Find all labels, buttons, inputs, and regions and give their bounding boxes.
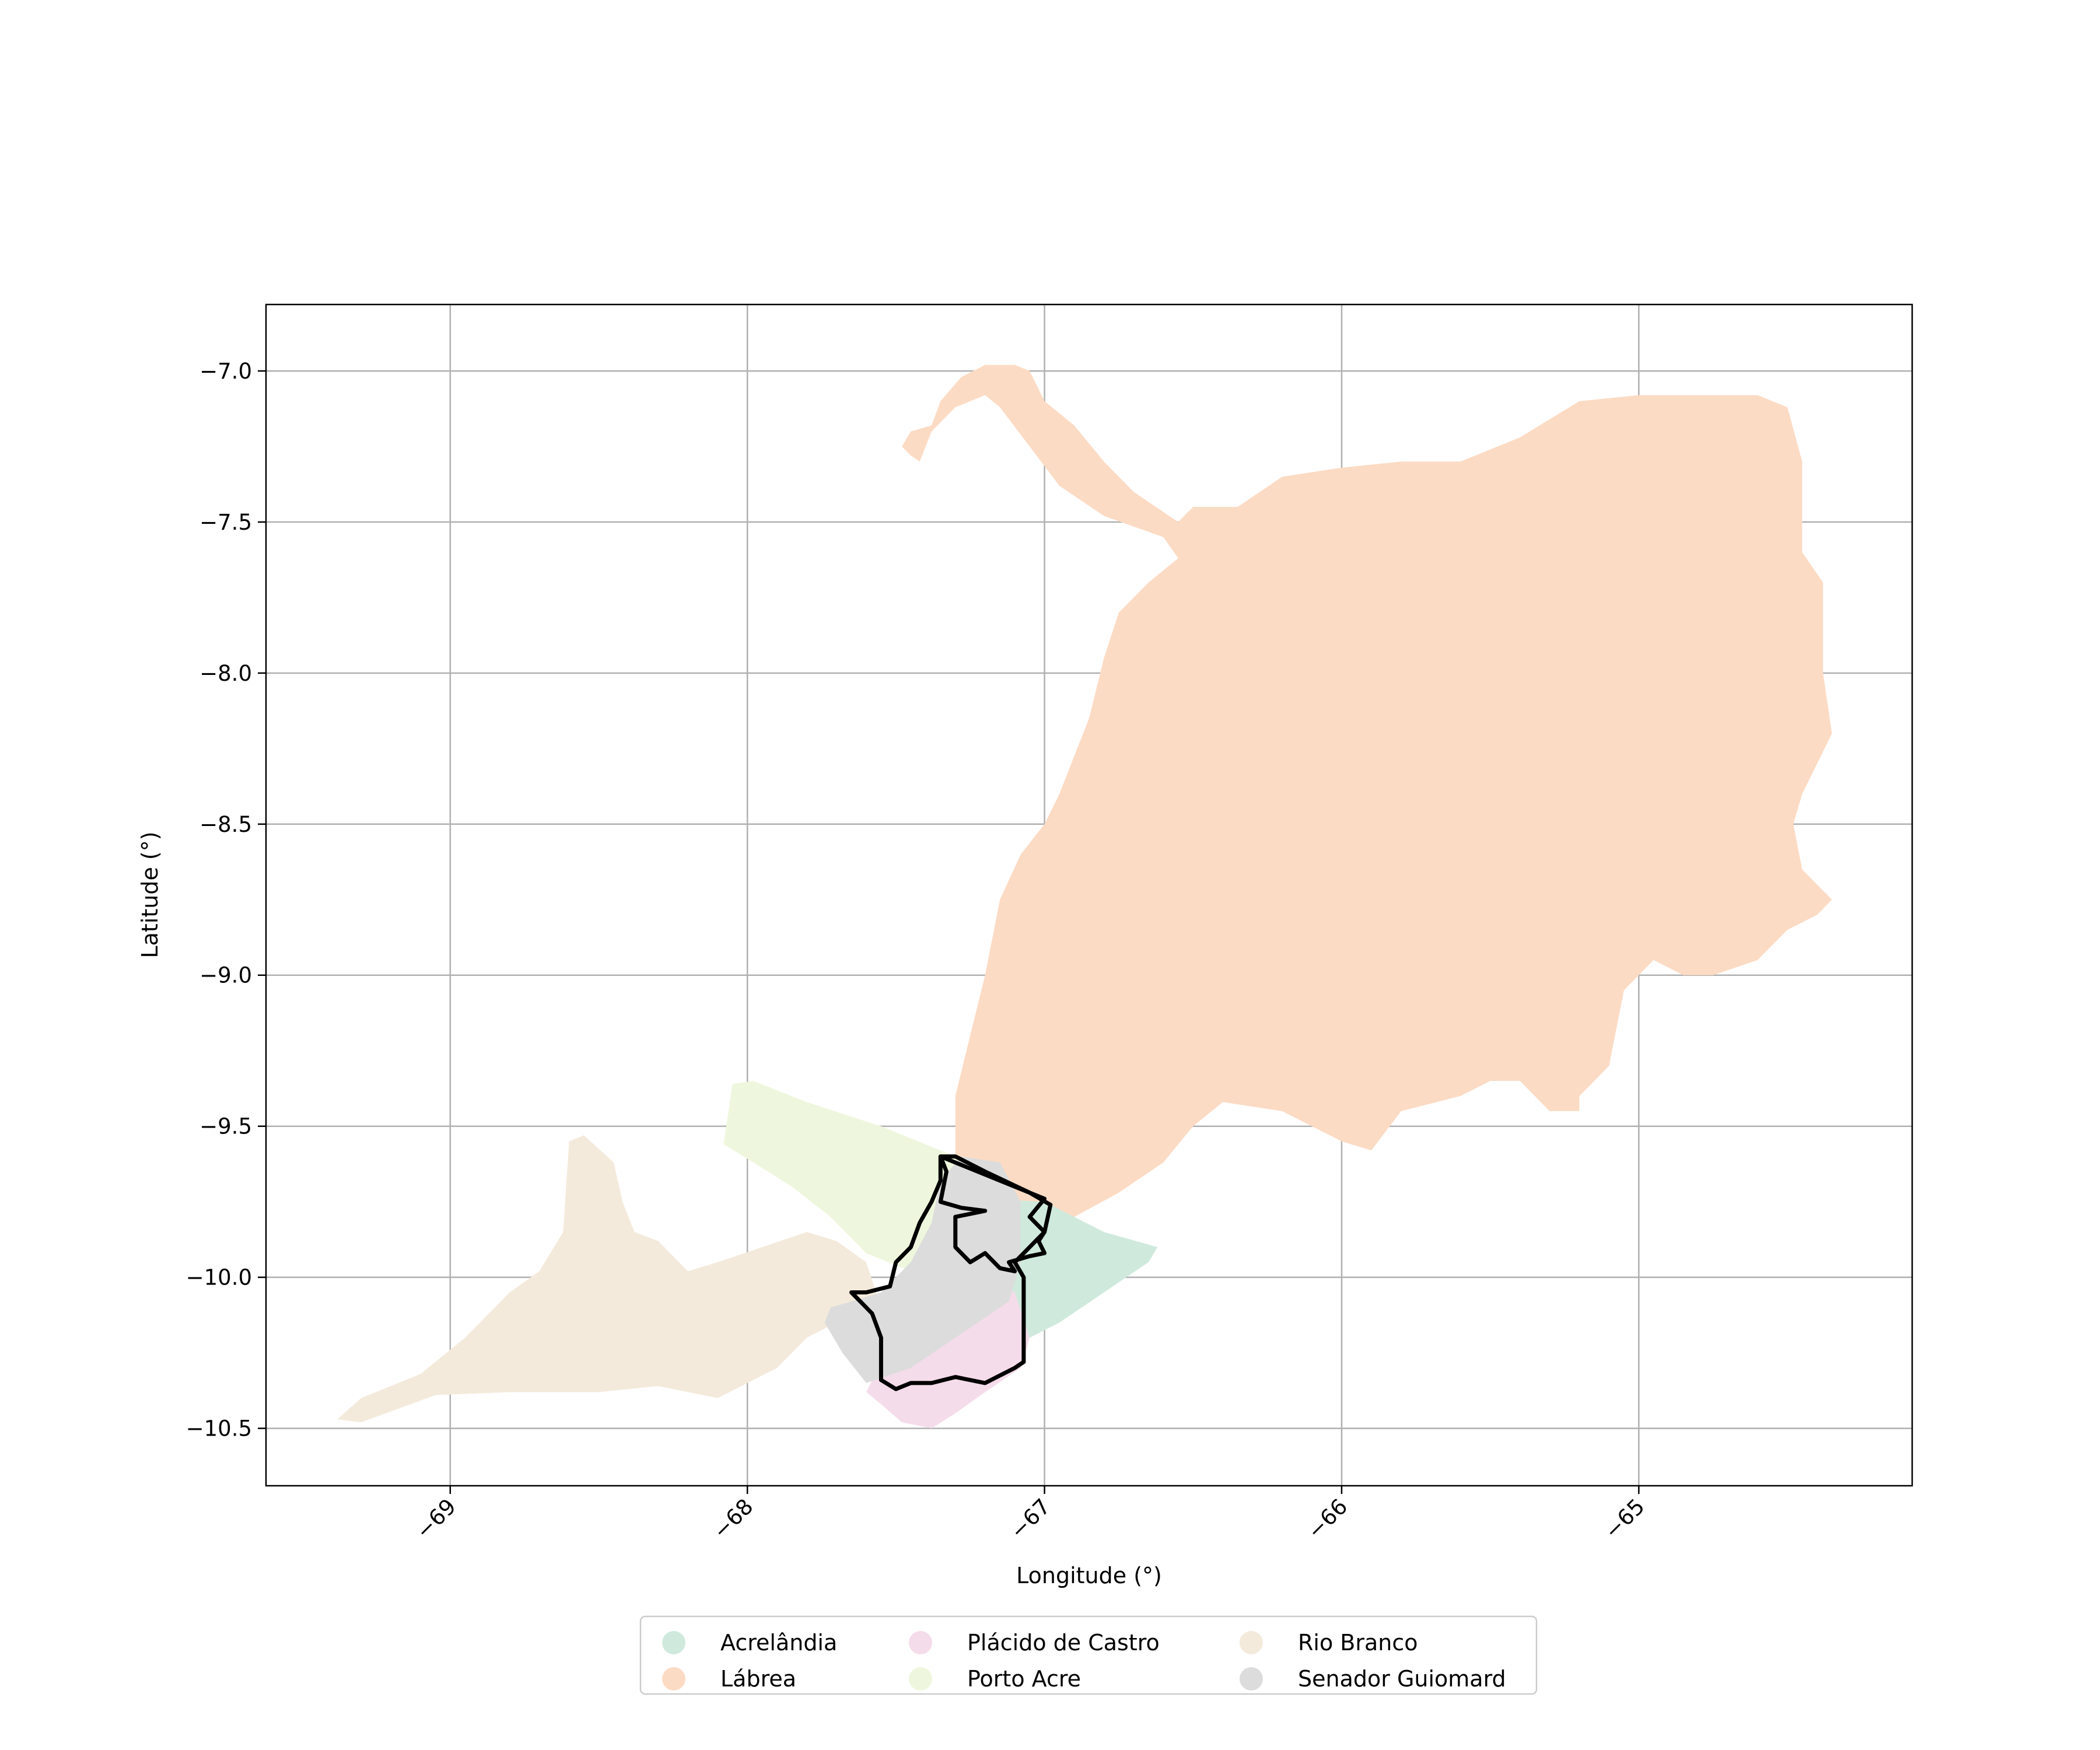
- legend-entry: Lábrea: [662, 1666, 796, 1692]
- legend-frame: [639, 1615, 1538, 1695]
- x-tick-label: −68: [708, 1494, 758, 1544]
- legend-label: Rio Branco: [1298, 1630, 1418, 1656]
- legend-marker: [909, 1667, 932, 1690]
- region-labrea: [902, 365, 1832, 1217]
- x-tick-label: −66: [1303, 1494, 1353, 1544]
- legend-label: Acrelândia: [720, 1630, 837, 1656]
- legend-items: Acrelândia Lábrea Plácido de Castro Porto A…: [662, 1630, 1506, 1692]
- plot-frame: [265, 303, 1913, 1487]
- legend-marker: [662, 1631, 685, 1654]
- legend-marker: [1240, 1667, 1263, 1690]
- legend-entry: Acrelândia: [662, 1630, 837, 1656]
- y-tick-label: −8.0: [200, 661, 252, 686]
- y-tick-label: −9.0: [200, 963, 252, 988]
- highlighted-region-outline: [849, 1154, 1053, 1391]
- legend-label: Lábrea: [720, 1666, 796, 1692]
- legend-label: Porto Acre: [967, 1666, 1081, 1692]
- y-tick-label: −9.5: [200, 1114, 252, 1139]
- x-tick-label: −69: [411, 1494, 461, 1544]
- legend-entry: Senador Guiomard: [1240, 1666, 1506, 1692]
- x-tick-label: −65: [1600, 1494, 1650, 1544]
- legend-label: Plácido de Castro: [967, 1630, 1160, 1656]
- legend-entry: Rio Branco: [1240, 1630, 1418, 1656]
- y-tick-label: −10.5: [186, 1416, 252, 1441]
- y-tick-label: −10.0: [186, 1265, 252, 1290]
- legend-marker: [909, 1631, 932, 1654]
- y-tick-label: −7.0: [200, 359, 252, 384]
- region-rio-branco: [337, 1135, 881, 1423]
- legend-label: Senador Guiomard: [1298, 1666, 1506, 1692]
- senador-guiomard-outline: [849, 1154, 1053, 1391]
- legend-entry: Plácido de Castro: [909, 1630, 1160, 1656]
- x-axis-label: Longitude (°): [1016, 1563, 1162, 1588]
- legend: Acrelândia Lábrea Plácido de Castro Porto A…: [639, 1615, 1538, 1695]
- legend-entry: Porto Acre: [909, 1666, 1081, 1692]
- x-tick-label: −67: [1005, 1494, 1055, 1544]
- legend-marker: [662, 1667, 685, 1690]
- y-axis-label: Latitude (°): [137, 831, 163, 958]
- region-layer: [337, 365, 1832, 1429]
- y-tick-label: −7.5: [200, 510, 252, 535]
- legend-marker: [1240, 1631, 1263, 1654]
- y-tick-label: −8.5: [200, 812, 252, 837]
